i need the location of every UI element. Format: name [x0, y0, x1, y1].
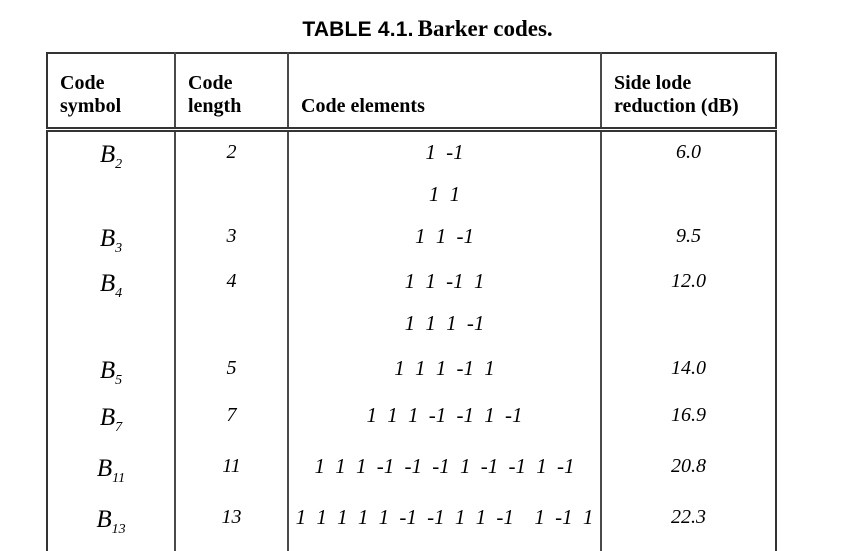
reduction-cell: 9.5: [600, 216, 776, 261]
table-row-b4: B4 4 1 1 -1 1 1 1 1 -1 12.0: [47, 261, 776, 348]
elements-cell: 1 1 -1: [287, 216, 601, 261]
code-line: 1 1 1 -1: [404, 311, 485, 335]
symbol-subscript: 11: [112, 471, 126, 486]
code-symbol: B11: [96, 455, 125, 486]
code-line: 1 1 -1 1: [404, 269, 485, 293]
table-row-b5: B5 5 1 1 1 -1 1 14.0: [47, 348, 776, 395]
code-line: 1 1 1 -1 -1 1 -1: [366, 403, 523, 427]
length-cell: 7: [174, 395, 288, 446]
symbol-base: B: [99, 141, 116, 168]
elements-cell: 1 1 1 1 1 -1 -1 1 1 -1 1 -1 1: [287, 497, 601, 551]
symbol-cell: B3: [47, 216, 175, 261]
symbol-subscript: 5: [115, 373, 123, 388]
reduction-value: 12.0: [671, 270, 706, 292]
reduction-value: 16.9: [671, 404, 706, 426]
header-text: Code elements: [301, 95, 425, 117]
length-cell: 2: [174, 129, 288, 216]
reduction-value: 14.0: [671, 357, 706, 379]
table-row-b7: B7 7 1 1 1 -1 -1 1 -1 16.9: [47, 395, 776, 446]
symbol-base: B: [99, 357, 116, 384]
code-line: 1 -1: [425, 140, 464, 164]
symbol-subscript: 3: [115, 241, 123, 256]
reduction-value: 6.0: [676, 141, 701, 163]
code-length: 11: [222, 455, 241, 477]
symbol-subscript: 4: [115, 286, 123, 301]
code-symbol: B13: [96, 506, 125, 537]
elements-cell: 1 -1 1 1: [287, 129, 601, 216]
table-body: B2 2 1 -1 1 1 6.0 B3 3 1 1 -1 9.5: [47, 129, 776, 551]
reduction-cell: 16.9: [600, 395, 776, 446]
elements-cell: 1 1 1 -1 -1 1 -1: [287, 395, 601, 446]
code-symbol: B5: [99, 357, 122, 388]
symbol-cell: B11: [47, 446, 175, 497]
code-length: 5: [226, 357, 237, 379]
table-number-label: TABLE 4.1.: [302, 18, 414, 41]
reduction-cell: 22.3: [600, 497, 776, 551]
table-header: Code symbol Code length Code elements Si…: [47, 53, 776, 132]
header-text: reduction (dB): [614, 95, 739, 117]
length-cell: 13: [174, 497, 288, 551]
barker-codes-table: Code symbol Code length Code elements Si…: [46, 52, 777, 551]
elements-cell: 1 1 -1 1 1 1 1 -1: [287, 261, 601, 348]
code-line: 1 1: [428, 182, 461, 206]
symbol-subscript: 7: [115, 420, 123, 435]
symbol-base: B: [99, 270, 116, 297]
code-symbol: B2: [99, 141, 122, 172]
symbol-cell: B13: [47, 497, 175, 551]
symbol-base: B: [99, 404, 116, 431]
reduction-cell: 6.0: [600, 129, 776, 216]
code-length: 4: [226, 270, 237, 292]
code-length: 13: [221, 506, 242, 528]
header-text: length: [188, 95, 242, 117]
symbol-base: B: [96, 506, 112, 533]
length-cell: 4: [174, 261, 288, 348]
header-text: Code: [60, 72, 105, 94]
symbol-cell: B2: [47, 130, 175, 217]
page-title: TABLE 4.1. Barker codes.: [0, 16, 855, 42]
code-length: 2: [226, 141, 237, 163]
table-row-b2: B2 2 1 -1 1 1 6.0: [47, 129, 776, 217]
length-cell: 5: [174, 348, 288, 395]
code-symbol: B4: [99, 270, 122, 301]
code-line: 1 1 -1: [415, 224, 474, 248]
code-line: 1 1 1 -1 -1 -1 1 -1 -1 1 -1: [314, 454, 575, 478]
symbol-subscript: 2: [115, 157, 123, 172]
reduction-cell: 20.8: [600, 446, 776, 497]
header-code-elements: Code elements: [287, 53, 601, 132]
code-length: 7: [226, 404, 237, 426]
symbol-base: B: [96, 455, 113, 482]
elements-cell: 1 1 1 -1 -1 -1 1 -1 -1 1 -1: [287, 446, 601, 497]
table-caption-text: Barker codes.: [417, 16, 553, 41]
code-symbol: B3: [99, 225, 122, 256]
reduction-cell: 12.0: [600, 261, 776, 348]
length-cell: 11: [174, 446, 288, 497]
reduction-value: 9.5: [676, 225, 701, 247]
length-cell: 3: [174, 216, 288, 261]
elements-cell: 1 1 1 -1 1: [287, 348, 601, 395]
table-row-b13: B13 13 1 1 1 1 1 -1 -1 1 1 -1 1 -1 1 22.…: [47, 497, 776, 551]
code-symbol: B7: [99, 404, 122, 435]
table-row-b3: B3 3 1 1 -1 9.5: [47, 216, 776, 261]
header-sidelobe-reduction: Side lode reduction (dB): [600, 53, 776, 132]
reduction-value: 22.3: [671, 506, 706, 528]
symbol-base: B: [99, 225, 116, 252]
header-code-symbol: Code symbol: [47, 53, 175, 132]
header-text: Code: [188, 72, 233, 94]
reduction-cell: 14.0: [600, 348, 776, 395]
header-text: Side lode: [614, 72, 692, 94]
reduction-value: 20.8: [671, 455, 706, 477]
header-code-length: Code length: [174, 53, 288, 132]
symbol-cell: B5: [47, 348, 175, 395]
symbol-cell: B7: [47, 395, 175, 446]
header-row: Code symbol Code length Code elements Si…: [47, 53, 776, 132]
table-row-b11: B11 11 1 1 1 -1 -1 -1 1 -1 -1 1 -1 20.8: [47, 446, 776, 497]
code-line: 1 1 1 1 1 -1 -1 1 1 -1 1 -1 1: [295, 505, 594, 529]
code-length: 3: [226, 225, 237, 247]
symbol-subscript: 13: [111, 522, 126, 537]
table-caption: Barker codes.: [418, 16, 553, 41]
symbol-cell: B4: [47, 261, 175, 348]
header-text: symbol: [60, 95, 122, 117]
code-line: 1 1 1 -1 1: [394, 356, 495, 380]
